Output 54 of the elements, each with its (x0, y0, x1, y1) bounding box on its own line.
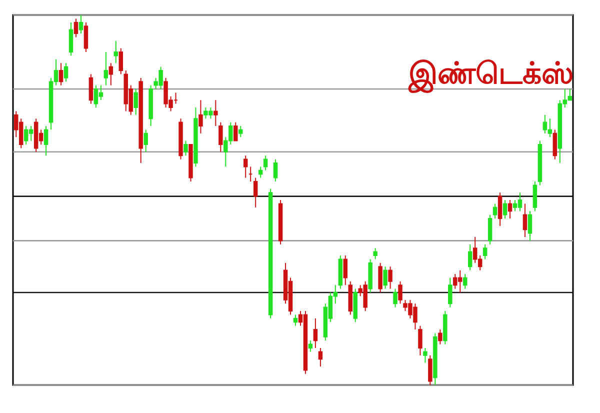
candlestick (258, 166, 263, 178)
candlestick (88, 74, 94, 104)
candlestick (462, 274, 468, 290)
candlestick (522, 203, 528, 238)
candlestick (263, 155, 268, 171)
candlestick (528, 210, 532, 242)
candlestick (218, 122, 223, 152)
candlestick (482, 244, 488, 260)
candlestick (58, 62, 64, 86)
candlestick (214, 100, 218, 126)
candlestick (448, 277, 452, 308)
candlestick (104, 52, 108, 86)
candlestick (552, 129, 558, 160)
candlestick (383, 266, 388, 290)
candlestick (393, 288, 398, 308)
candlestick (398, 280, 402, 304)
candlestick (44, 126, 48, 156)
candlestick (74, 18, 78, 38)
candlestick (68, 22, 74, 56)
candlestick (308, 340, 313, 352)
candlestick (502, 200, 508, 219)
candlestick (438, 329, 442, 345)
candlestick (343, 255, 348, 286)
candlestick (388, 266, 392, 290)
text: இண்டெக்ஸ் (408, 56, 574, 94)
candlestick (198, 100, 203, 134)
candlestick (184, 140, 188, 156)
candlestick (108, 62, 114, 86)
candlestick (273, 158, 278, 182)
candlestick (144, 129, 148, 152)
candlestick (234, 122, 238, 142)
candlestick (238, 126, 243, 138)
candlestick (418, 325, 422, 356)
candlestick (423, 348, 428, 364)
candlestick (253, 177, 258, 208)
candlestick (378, 262, 382, 293)
candlestick (488, 214, 492, 245)
candlestick (114, 40, 118, 64)
candlestick (243, 155, 248, 178)
candlestick (78, 14, 84, 34)
candlestick (492, 203, 498, 219)
candlestick (313, 318, 318, 348)
candlestick (64, 62, 68, 82)
candlestick (84, 22, 88, 52)
candlestick (318, 348, 323, 367)
candlestick (293, 314, 298, 326)
candlestick (134, 88, 138, 116)
candlestick (498, 192, 502, 226)
candlestick (508, 200, 512, 219)
candlestick (532, 181, 538, 212)
candlestick (373, 248, 378, 260)
candlestick (118, 48, 124, 75)
candlestick (428, 354, 432, 386)
candlestick (468, 244, 472, 271)
